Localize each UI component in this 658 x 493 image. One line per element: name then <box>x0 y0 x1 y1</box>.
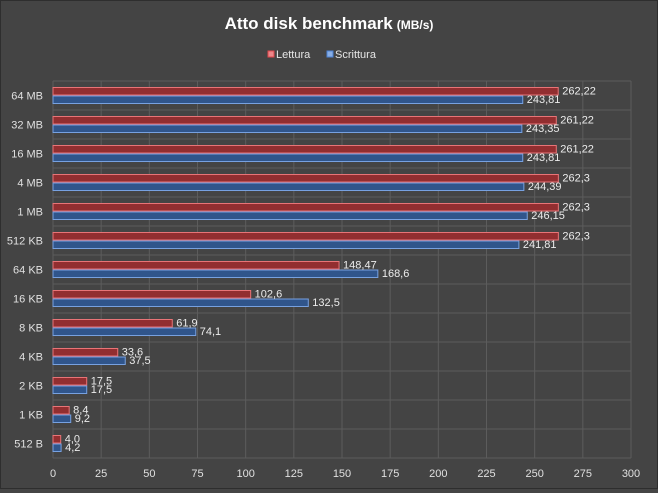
bar-lettura <box>52 174 559 183</box>
category-label: 1 MB <box>17 207 43 219</box>
data-label-scrittura: 244,39 <box>528 181 562 193</box>
bar-scrittura <box>52 414 72 423</box>
data-label-scrittura: 246,15 <box>531 210 565 222</box>
bar-lettura <box>52 87 559 96</box>
bar-lettura <box>52 203 559 212</box>
data-label-lettura: 17,5 <box>91 376 112 388</box>
data-label-lettura: 102,6 <box>255 289 283 301</box>
category-label: 1 KB <box>19 410 43 422</box>
x-tick-label: 125 <box>285 468 303 480</box>
category-label: 4 KB <box>19 352 43 364</box>
category-label: 8 KB <box>19 323 43 335</box>
data-label-scrittura: 243,35 <box>526 123 560 135</box>
category-label: 64 MB <box>11 91 43 103</box>
bar-lettura <box>52 435 62 444</box>
category-labels: 64 MB 32 MB 16 MB 4 MB 1 MB 512 KB 64 KB 16 KB 8… <box>7 91 43 451</box>
data-label-scrittura: 37,5 <box>129 355 150 367</box>
x-tick-label: 275 <box>574 468 592 480</box>
x-tick-label: 200 <box>429 468 447 480</box>
bar-scrittura <box>52 95 524 104</box>
x-tick-label: 75 <box>191 468 203 480</box>
bar-lettura <box>52 232 559 241</box>
category-label: 16 MB <box>11 149 43 161</box>
chart-title-unit: (MB/s) <box>397 18 434 32</box>
x-tick-label: 0 <box>50 468 56 480</box>
x-tick-label: 250 <box>525 468 543 480</box>
category-label: 512 B <box>14 439 43 451</box>
data-label-lettura: 61,9 <box>176 318 197 330</box>
data-label-lettura: 262,22 <box>562 86 596 98</box>
x-tick-label: 150 <box>333 468 351 480</box>
bar-scrittura <box>52 124 523 133</box>
x-tick-label: 300 <box>622 468 640 480</box>
data-label-scrittura: 243,81 <box>527 94 561 106</box>
bar-scrittura <box>52 356 126 365</box>
bar-lettura <box>52 348 119 357</box>
data-label-lettura: 262,3 <box>562 231 590 243</box>
bar-lettura <box>52 261 340 270</box>
bar-scrittura <box>52 211 528 220</box>
x-tick-label: 225 <box>477 468 495 480</box>
data-label-lettura: 262,3 <box>562 173 590 185</box>
tick-labels: 0 25 50 75 100 125 150 175 200 225 250 275 300 <box>50 468 640 480</box>
data-label-lettura: 4,0 <box>65 434 80 446</box>
x-tick-label: 100 <box>236 468 254 480</box>
legend-label-lettura: Lettura <box>276 49 311 61</box>
category-label: 32 MB <box>11 120 43 132</box>
category-label: 2 KB <box>19 381 43 393</box>
data-label-scrittura: 74,1 <box>200 326 221 338</box>
legend: Lettura Scrittura <box>267 49 377 61</box>
x-tick-label: 50 <box>143 468 155 480</box>
data-label-lettura: 148,47 <box>343 260 377 272</box>
bar-scrittura <box>52 240 520 249</box>
bar-lettura <box>52 319 173 328</box>
category-label: 4 MB <box>17 178 43 190</box>
data-label-lettura: 261,22 <box>560 144 594 156</box>
chart-title-main: Atto disk benchmark <box>225 14 394 33</box>
category-label: 64 KB <box>13 265 43 277</box>
data-label-scrittura: 9,2 <box>75 413 90 425</box>
bar-scrittura <box>52 385 88 394</box>
bar-lettura <box>52 290 252 299</box>
bar-scrittura <box>52 153 524 162</box>
data-label-lettura: 8,4 <box>73 405 88 417</box>
bar-lettura <box>52 145 557 154</box>
bar-lettura <box>52 116 557 125</box>
bar-scrittura <box>52 443 62 452</box>
legend-label-scrittura: Scrittura <box>335 49 377 61</box>
category-label: 512 KB <box>7 236 43 248</box>
bars <box>52 87 559 452</box>
x-tick-label: 25 <box>95 468 107 480</box>
data-label-scrittura: 4,2 <box>65 442 80 454</box>
bar-scrittura <box>52 327 197 336</box>
data-label-lettura: 33,6 <box>122 347 143 359</box>
bar-scrittura <box>52 269 379 278</box>
bar-lettura <box>52 377 88 386</box>
grid <box>52 80 632 459</box>
legend-swatch-scrittura <box>326 50 334 58</box>
legend-swatch-lettura <box>267 50 275 58</box>
category-label: 16 KB <box>13 294 43 306</box>
data-label-scrittura: 241,81 <box>523 239 557 251</box>
data-labels: 262,22243,81261,22243,35261,22243,81262,… <box>65 86 596 455</box>
data-label-scrittura: 17,5 <box>91 384 112 396</box>
data-label-scrittura: 168,6 <box>382 268 410 280</box>
x-tick-label: 175 <box>381 468 399 480</box>
bar-scrittura <box>52 298 309 307</box>
data-label-lettura: 262,3 <box>562 202 590 214</box>
data-label-scrittura: 132,5 <box>312 297 340 309</box>
bar-scrittura <box>52 182 525 191</box>
data-label-scrittura: 243,81 <box>527 152 561 164</box>
data-label-lettura: 261,22 <box>560 115 594 127</box>
bar-lettura <box>52 406 70 415</box>
chart-title: Atto disk benchmark (MB/s) <box>225 14 434 33</box>
